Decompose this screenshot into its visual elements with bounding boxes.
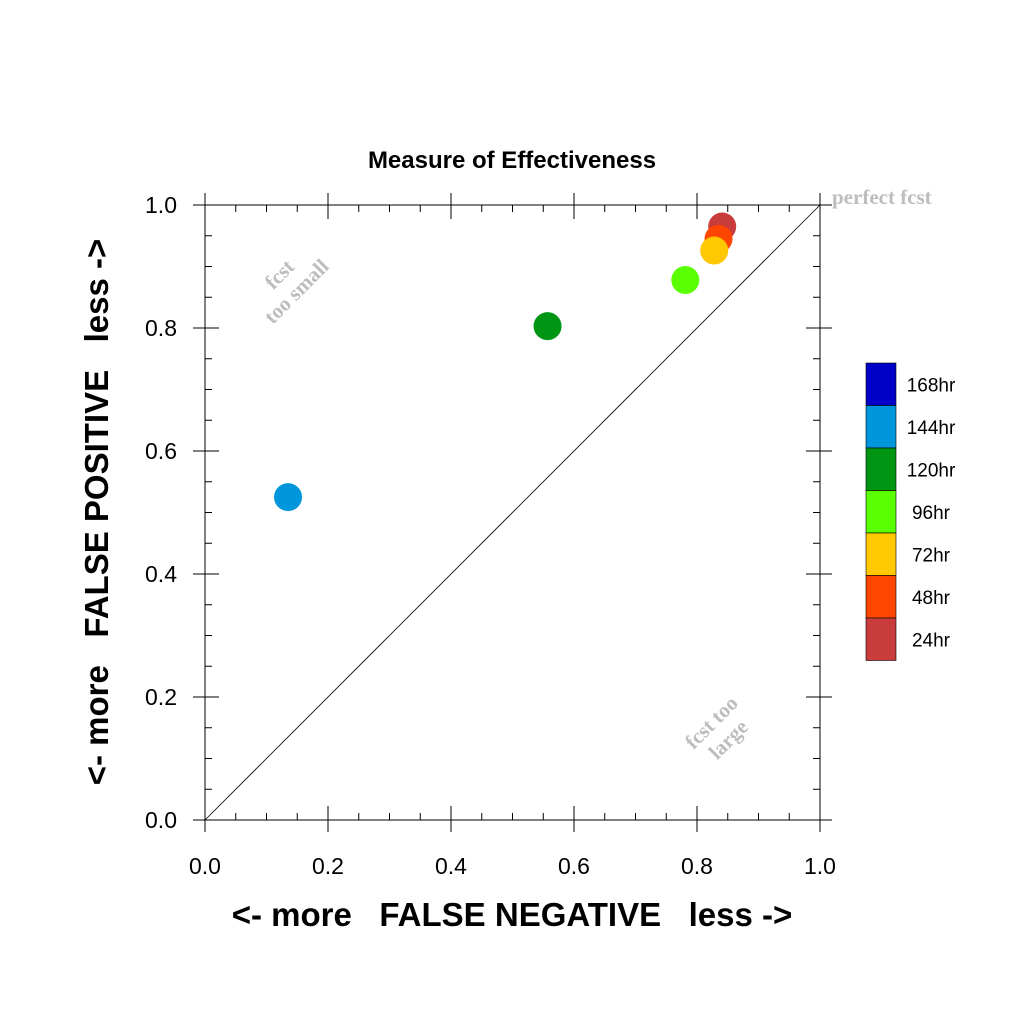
legend-swatch-48hr: [865, 575, 897, 619]
legend-label-168hr: 168hr: [907, 375, 956, 396]
x-tick-label: 0.2: [312, 853, 344, 879]
legend-label-72hr: 72hr: [912, 545, 951, 566]
legend-label-24hr: 24hr: [912, 630, 951, 651]
x-tick-label: 0.4: [435, 853, 467, 879]
data-point-96hr: [671, 266, 700, 295]
y-tick-label: 0.4: [145, 561, 177, 587]
y-tick-label: 0.2: [145, 684, 177, 710]
legend-swatch-96hr: [865, 490, 897, 534]
legend-swatch-24hr: [865, 617, 897, 661]
x-tick-label: 0.8: [681, 853, 713, 879]
y-tick-label: 0.6: [145, 438, 177, 464]
y-tick-label: 1.0: [145, 192, 177, 218]
x-tick-label: 0.6: [558, 853, 590, 879]
perfect-forecast-annotation: perfect fcst: [832, 185, 932, 209]
fcst-too-large-annotation: fcst too large: [680, 691, 753, 764]
chart-title: Measure of Effectiveness: [368, 147, 656, 174]
legend-swatch-144hr: [865, 405, 897, 449]
x-axis-label: <- more FALSE NEGATIVE less ->: [232, 896, 793, 933]
tick-marks: [193, 193, 832, 832]
diagonal-line: [204, 204, 821, 821]
legend-label-48hr: 48hr: [912, 588, 951, 609]
legend-swatch-72hr: [865, 532, 897, 576]
data-point-144hr: [274, 483, 303, 512]
legend-label-144hr: 144hr: [907, 418, 956, 439]
x-tick-label: 1.0: [804, 853, 836, 879]
y-axis-label: <- more FALSE POSITIVE less ->: [78, 239, 115, 786]
fcst-too-small-annotation: fcst too small: [259, 254, 333, 328]
y-tick-label: 0.0: [145, 807, 177, 833]
data-point-120hr: [533, 312, 562, 341]
x-tick-label: 0.0: [189, 853, 221, 879]
plot-area: 0.0 0.2 0.4 0.6 0.8 1.0 0.0 0.2 0.4 0.6 0.8 1.0: [145, 192, 836, 879]
legend-label-96hr: 96hr: [912, 503, 951, 524]
y-tick-label: 0.8: [145, 315, 177, 341]
data-points: [274, 212, 737, 512]
data-point-72hr: [700, 236, 729, 265]
legend-swatch-120hr: [865, 447, 897, 491]
legend-swatch-168hr: [865, 362, 897, 406]
legend: 168hr 144hr 120hr 96hr 72hr 48hr 24hr: [865, 362, 956, 661]
legend-label-120hr: 120hr: [907, 460, 956, 481]
